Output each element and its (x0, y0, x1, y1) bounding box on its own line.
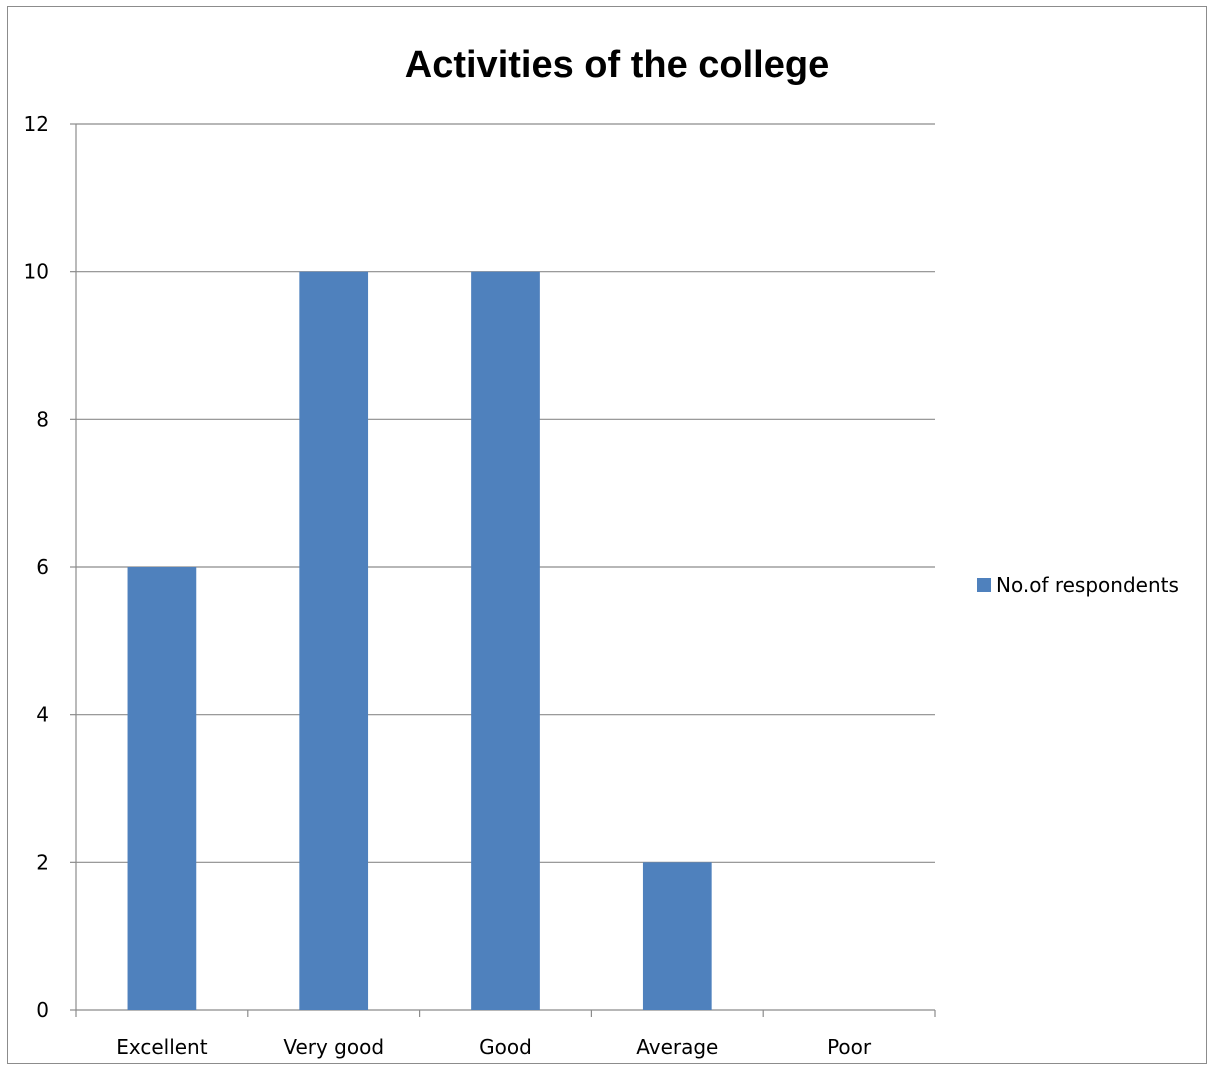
y-tick-label: 2 (36, 850, 49, 874)
y-tick-label: 10 (24, 260, 49, 284)
chart-title: Activities of the college (405, 44, 829, 86)
legend-label: No.of respondents (996, 573, 1179, 597)
chart-frame (7, 6, 1207, 1064)
bars (127, 271, 712, 1011)
bar (127, 567, 197, 1010)
x-tick-label: Excellent (116, 1035, 208, 1059)
x-tick-label: Average (636, 1035, 718, 1059)
bar (299, 271, 369, 1011)
bar (471, 271, 540, 1011)
y-tick-labels: 0 2 4 6 8 10 12 (24, 112, 49, 1022)
y-tick-label: 12 (24, 112, 49, 136)
x-tick-label: Good (479, 1035, 532, 1059)
y-tick-label: 4 (36, 703, 49, 727)
y-tick-label: 0 (36, 998, 49, 1022)
legend: No.of respondents (977, 573, 1179, 597)
y-tick-label: 6 (36, 555, 49, 579)
x-tick-label: Very good (283, 1035, 384, 1059)
x-tick-label: Poor (827, 1035, 872, 1059)
y-tick-label: 8 (36, 407, 49, 431)
legend-swatch (977, 578, 991, 592)
bar (642, 862, 712, 1010)
x-tick-labels: Excellent Very good Good Average Poor (116, 1035, 872, 1059)
